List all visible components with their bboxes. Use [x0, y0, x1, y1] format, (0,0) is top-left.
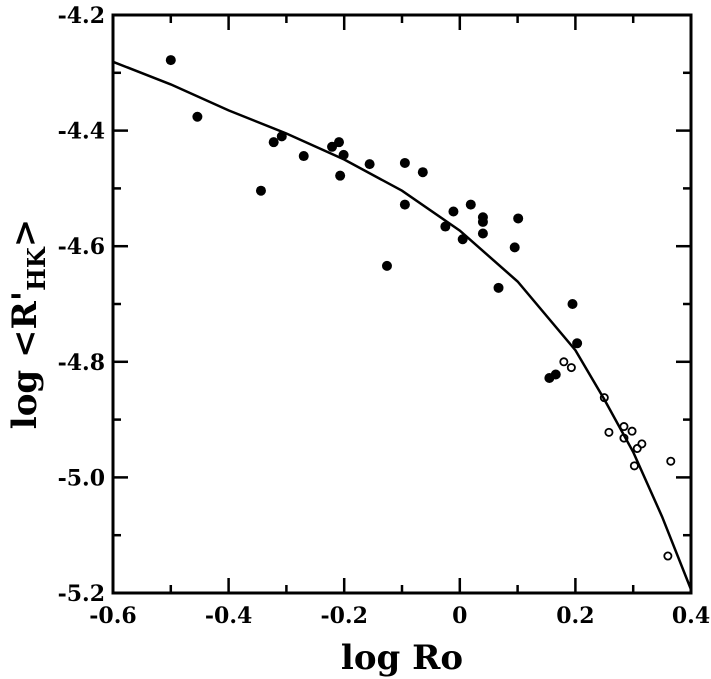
filled-data-point	[477, 216, 488, 227]
filled-data-point	[513, 213, 524, 224]
open-data-point	[627, 426, 637, 436]
x-tick-label: 0.2	[556, 603, 594, 629]
open-data-point	[629, 461, 639, 471]
filled-data-point	[333, 137, 344, 148]
filled-data-point	[448, 206, 459, 217]
y-tick-label: -5.2	[58, 581, 105, 607]
open-data-point	[637, 439, 647, 449]
x-tick-label: 0.4	[672, 603, 710, 629]
y-axis-title-post: >	[5, 219, 45, 248]
open-data-point	[559, 357, 569, 367]
open-data-point	[604, 427, 614, 437]
y-tick-label: -4.4	[58, 119, 105, 145]
filled-data-point	[298, 151, 309, 162]
x-tick-label: 0	[452, 603, 467, 629]
x-tick-label: -0.2	[320, 603, 367, 629]
x-tick-label: -0.4	[205, 603, 252, 629]
open-data-point	[619, 433, 629, 443]
filled-data-point	[417, 167, 428, 178]
open-data-point	[663, 551, 673, 561]
y-axis-title-sub: HK	[22, 246, 51, 291]
y-tick-label: -4.8	[58, 350, 105, 376]
plot-frame	[111, 13, 693, 595]
filled-data-point	[268, 137, 279, 148]
x-axis-title: log Ro	[341, 638, 463, 678]
filled-data-point	[567, 299, 578, 309]
filled-data-point	[338, 149, 349, 160]
y-axis-title: log <R'HK>	[5, 219, 51, 429]
y-tick-label: -4.6	[58, 234, 105, 260]
open-data-point	[666, 456, 676, 466]
filled-data-point	[493, 282, 504, 293]
filled-data-point	[572, 338, 583, 349]
fit-curve	[112, 60, 693, 590]
filled-data-point	[440, 221, 451, 232]
filled-data-point	[550, 369, 561, 380]
plot-area	[112, 55, 693, 590]
y-axis-title-pre: log <R'	[5, 291, 45, 429]
y-tick-label: -5.0	[58, 465, 105, 491]
filled-data-point	[509, 242, 520, 253]
y-tick-label: -4.2	[58, 3, 105, 29]
filled-data-point	[255, 185, 266, 196]
open-data-point	[566, 363, 576, 373]
filled-data-point	[399, 157, 410, 168]
filled-data-point	[381, 260, 392, 271]
axes: -0.6 -0.4 -0.2 0 0.2 0.4 -5.2 -5.0 -4.8 -4.6 -4.4 -…	[58, 3, 711, 629]
x-tick-label: -0.6	[89, 603, 136, 629]
filled-data-point	[465, 199, 476, 210]
open-data-point	[619, 422, 629, 432]
open-data-point	[599, 393, 609, 403]
filled-data-point	[399, 199, 410, 210]
filled-data-point	[165, 55, 176, 66]
filled-data-point	[192, 111, 203, 122]
filled-data-point	[276, 131, 287, 142]
open-data-point	[632, 443, 642, 453]
filled-data-point	[364, 159, 375, 170]
filled-data-point	[457, 234, 468, 245]
filled-data-point	[335, 170, 346, 181]
filled-data-point	[477, 228, 488, 239]
